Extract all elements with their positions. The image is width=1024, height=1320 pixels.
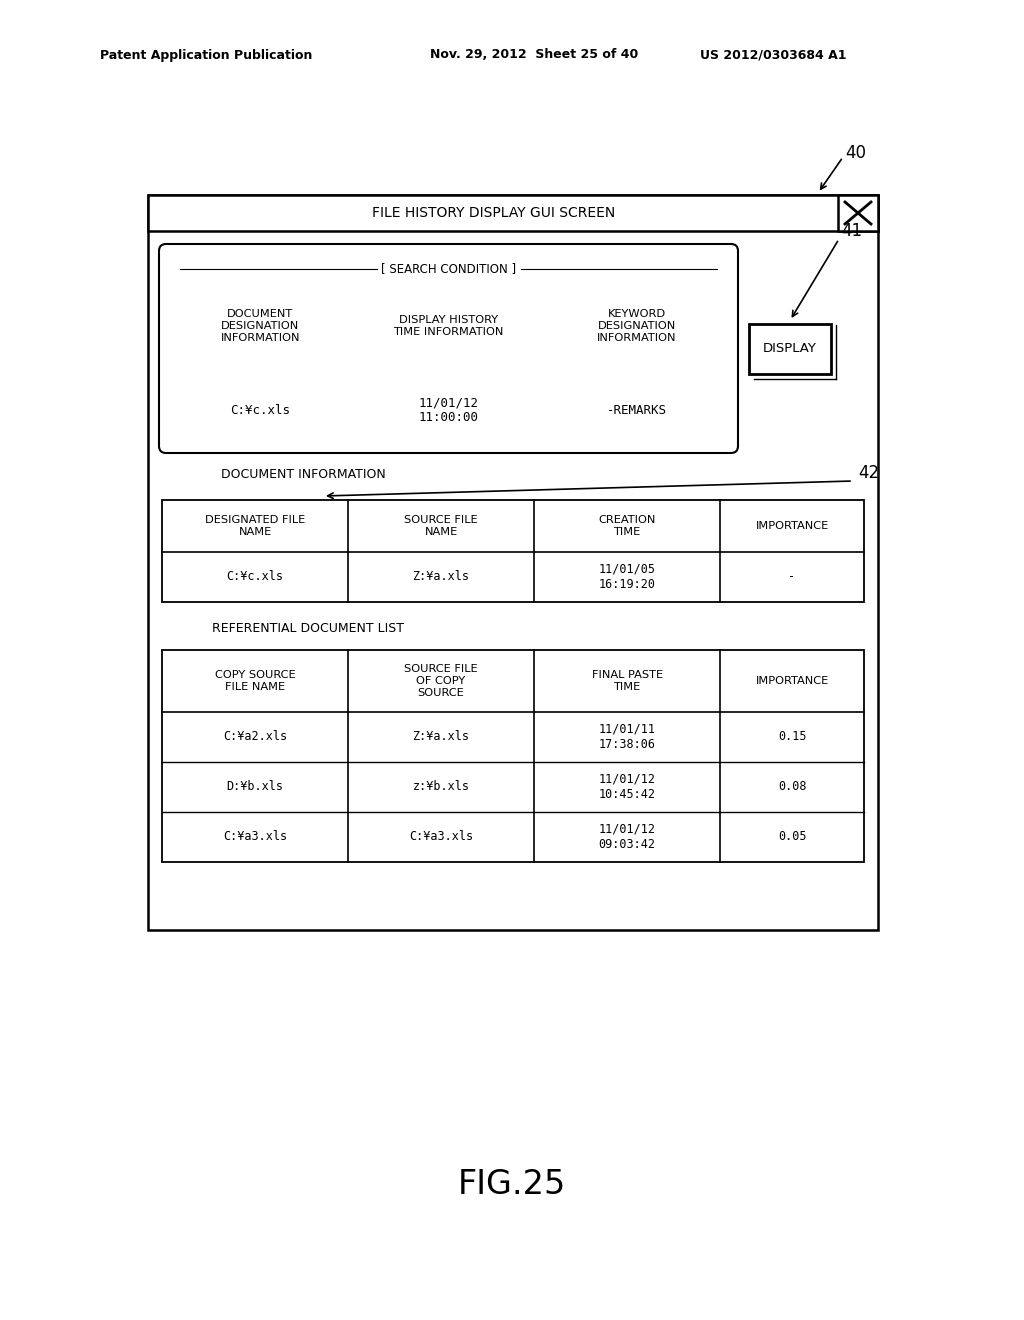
Text: 11/01/12
09:03:42: 11/01/12 09:03:42 <box>599 822 655 851</box>
Text: Patent Application Publication: Patent Application Publication <box>100 49 312 62</box>
Text: US 2012/0303684 A1: US 2012/0303684 A1 <box>700 49 847 62</box>
Bar <box>162 649 864 862</box>
Text: C:¥c.xls: C:¥c.xls <box>226 570 284 583</box>
Text: DOCUMENT INFORMATION: DOCUMENT INFORMATION <box>220 469 385 480</box>
Text: Nov. 29, 2012  Sheet 25 of 40: Nov. 29, 2012 Sheet 25 of 40 <box>430 49 638 62</box>
Bar <box>148 195 878 231</box>
Text: COPY SOURCE
FILE NAME: COPY SOURCE FILE NAME <box>215 671 295 692</box>
Text: IMPORTANCE: IMPORTANCE <box>756 676 828 686</box>
Bar <box>365 388 532 432</box>
Bar <box>162 500 864 602</box>
Bar <box>176 388 344 432</box>
Text: REFERENTIAL DOCUMENT LIST: REFERENTIAL DOCUMENT LIST <box>212 622 404 635</box>
Text: 11/01/11
17:38:06: 11/01/11 17:38:06 <box>599 723 655 751</box>
Text: FINAL PASTE
TIME: FINAL PASTE TIME <box>592 671 663 692</box>
Text: CREATION
TIME: CREATION TIME <box>598 515 655 537</box>
Text: KEYWORD
DESIGNATION
INFORMATION: KEYWORD DESIGNATION INFORMATION <box>597 309 677 343</box>
Text: 41: 41 <box>841 222 862 240</box>
Text: 11/01/12
10:45:42: 11/01/12 10:45:42 <box>599 774 655 801</box>
Text: 0.05: 0.05 <box>778 830 806 843</box>
Bar <box>838 195 878 231</box>
Text: SOURCE FILE
NAME: SOURCE FILE NAME <box>404 515 478 537</box>
Text: 11/01/12
11:00:00: 11/01/12 11:00:00 <box>419 396 478 424</box>
Text: Z:¥a.xls: Z:¥a.xls <box>413 730 470 743</box>
Text: 42: 42 <box>858 465 880 482</box>
Text: SOURCE FILE
OF COPY
SOURCE: SOURCE FILE OF COPY SOURCE <box>404 664 478 697</box>
Text: C:¥a2.xls: C:¥a2.xls <box>223 730 287 743</box>
Text: DISPLAY: DISPLAY <box>763 342 817 355</box>
Text: C:¥c.xls: C:¥c.xls <box>230 404 290 417</box>
Text: FILE HISTORY DISPLAY GUI SCREEN: FILE HISTORY DISPLAY GUI SCREEN <box>373 206 615 220</box>
Bar <box>148 195 878 931</box>
Text: C:¥a3.xls: C:¥a3.xls <box>409 830 473 843</box>
Text: 0.08: 0.08 <box>778 780 806 793</box>
Text: 40: 40 <box>845 144 866 162</box>
Text: DISPLAY HISTORY
TIME INFORMATION: DISPLAY HISTORY TIME INFORMATION <box>393 315 504 337</box>
Text: FIG.25: FIG.25 <box>458 1168 566 1201</box>
Text: DESIGNATED FILE
NAME: DESIGNATED FILE NAME <box>205 515 305 537</box>
Text: DOCUMENT
DESIGNATION
INFORMATION: DOCUMENT DESIGNATION INFORMATION <box>220 309 300 343</box>
Text: D:¥b.xls: D:¥b.xls <box>226 780 284 793</box>
Text: Z:¥a.xls: Z:¥a.xls <box>413 570 470 583</box>
Bar <box>749 323 831 374</box>
Text: -REMARKS: -REMARKS <box>607 404 667 417</box>
Bar <box>553 388 721 432</box>
Text: C:¥a3.xls: C:¥a3.xls <box>223 830 287 843</box>
Text: 0.15: 0.15 <box>778 730 806 743</box>
Text: z:¥b.xls: z:¥b.xls <box>413 780 470 793</box>
Text: [ SEARCH CONDITION ]: [ SEARCH CONDITION ] <box>381 263 516 276</box>
Text: IMPORTANCE: IMPORTANCE <box>756 521 828 531</box>
Text: -: - <box>788 570 796 583</box>
Text: 11/01/05
16:19:20: 11/01/05 16:19:20 <box>599 564 655 591</box>
FancyBboxPatch shape <box>159 244 738 453</box>
